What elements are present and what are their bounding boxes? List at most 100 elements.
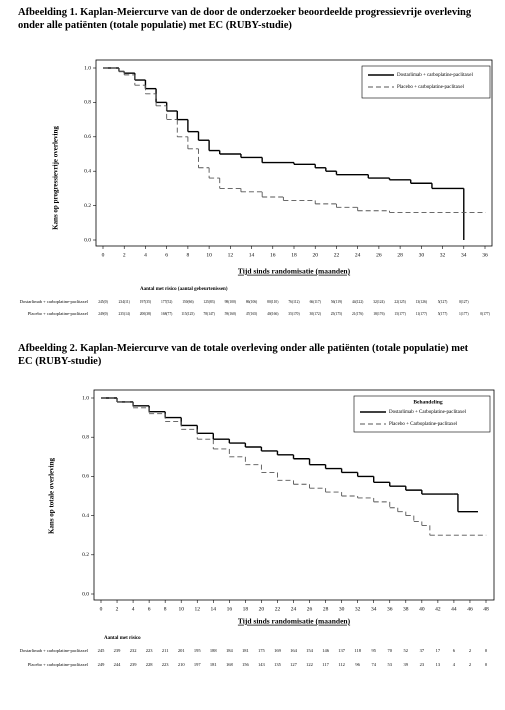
x-tick-label: 22: [275, 606, 281, 612]
x-axis-label: Tijd sinds randomisatie (maanden): [238, 267, 351, 276]
risk-count: 32(124): [373, 300, 385, 304]
x-tick-label: 48: [483, 606, 489, 612]
x-tick-label: 22: [334, 252, 340, 258]
risk-count: 115(125): [181, 312, 195, 316]
risk-count: 169: [274, 648, 282, 653]
risk-count: 17: [436, 648, 441, 653]
risk-count: 21(176): [352, 312, 364, 316]
y-tick-label: 0.8: [82, 434, 89, 440]
x-tick-label: 36: [387, 606, 393, 612]
risk-count: 232: [130, 648, 137, 653]
risk-count: 168(77): [161, 312, 173, 316]
risk-count: 13(126): [416, 300, 428, 304]
risk-count: 22(125): [394, 300, 406, 304]
risk-count: 117: [322, 662, 329, 667]
x-tick-label: 0: [100, 606, 103, 612]
risk-count: 66(117): [310, 300, 322, 304]
figure-caption: Afbeelding 2. Kaplan-Meiercurve van de t…: [18, 343, 469, 367]
risk-count: 2: [469, 648, 471, 653]
x-tick-label: 4: [144, 252, 147, 258]
risk-count: 23: [420, 662, 425, 667]
risk-count: 245(0): [98, 300, 108, 304]
risk-count: 2: [469, 662, 471, 667]
risk-count: 5(177): [438, 312, 448, 316]
x-tick-label: 16: [227, 606, 233, 612]
risk-count: 76(112): [288, 300, 300, 304]
x-tick-label: 8: [187, 252, 190, 258]
x-tick-label: 6: [148, 606, 151, 612]
risk-count: 146: [322, 648, 330, 653]
x-tick-label: 34: [461, 252, 467, 258]
risk-count: 4: [453, 662, 456, 667]
x-tick-label: 26: [376, 252, 382, 258]
risk-row-label: Dostarlimab + carboplatine-paclitaxel: [20, 648, 89, 653]
risk-table-title: Aantal met risico: [104, 636, 141, 641]
risk-count: 11(177): [416, 312, 428, 316]
x-tick-label: 44: [451, 606, 457, 612]
risk-count: 30(172): [310, 312, 322, 316]
risk-count: 228: [146, 662, 154, 667]
x-axis-label: Tijd sinds randomisatie (maanden): [238, 617, 351, 626]
risk-count: 37: [420, 648, 425, 653]
legend-label: Dostarlimab + Carboplatine-paclitaxel: [389, 410, 467, 415]
risk-count: 239: [130, 662, 138, 667]
risk-count: 86(106): [246, 300, 258, 304]
x-tick-label: 4: [132, 606, 135, 612]
risk-count: 13: [436, 662, 441, 667]
risk-row-label: Dostarlimab + carboplatine-paclitaxel: [20, 299, 89, 304]
risk-count: 181: [242, 648, 249, 653]
legend-box: [361, 65, 491, 99]
risk-count: 78(147): [203, 312, 215, 316]
risk-count: 74: [371, 662, 376, 667]
risk-count: 44(122): [352, 300, 364, 304]
legend-title: Behandeling: [413, 399, 443, 405]
risk-count: 118: [354, 648, 361, 653]
x-tick-label: 42: [435, 606, 441, 612]
risk-count: 164: [290, 648, 298, 653]
x-tick-label: 34: [371, 606, 377, 612]
risk-count: 188: [210, 648, 218, 653]
risk-count: 249: [98, 662, 106, 667]
risk-count: 195: [194, 648, 202, 653]
risk-row-label: Placebo + carboplatine-paclitaxel: [28, 311, 89, 316]
risk-table-title: Aantal met risico (aantal gebeurtenissen…: [140, 287, 228, 292]
risk-count: 135: [274, 662, 282, 667]
y-tick-label: 0.0: [84, 237, 91, 243]
x-tick-label: 2: [116, 606, 119, 612]
y-tick-label: 1.0: [84, 65, 91, 71]
x-tick-label: 12: [195, 606, 201, 612]
x-tick-label: 18: [291, 252, 297, 258]
y-axis-label: Kans op totale overleving: [48, 457, 56, 534]
risk-count: 59(160): [225, 312, 237, 316]
x-tick-label: 10: [206, 252, 212, 258]
x-tick-label: 36: [482, 252, 488, 258]
x-tick-label: 12: [228, 252, 234, 258]
y-tick-label: 0.4: [84, 168, 91, 174]
risk-count: 96: [355, 662, 360, 667]
risk-count: 70: [388, 648, 393, 653]
risk-count: 0: [485, 662, 488, 667]
risk-count: 0(177): [480, 312, 490, 316]
y-axis-label: Kans op progressievrije overleving: [52, 126, 60, 230]
risk-count: 249(0): [98, 312, 108, 316]
risk-count: 177(52): [161, 300, 173, 304]
risk-count: 245: [98, 648, 106, 653]
y-tick-label: 0.8: [84, 100, 91, 106]
risk-count: 0: [485, 648, 488, 653]
risk-count: 5(127): [438, 300, 448, 304]
risk-count: 235(14): [119, 312, 131, 316]
risk-count: 234(11): [119, 300, 131, 304]
x-tick-label: 8: [164, 606, 167, 612]
x-tick-label: 40: [419, 606, 425, 612]
x-tick-label: 10: [178, 606, 184, 612]
risk-count: 122: [306, 662, 313, 667]
risk-count: 6: [453, 648, 456, 653]
risk-count: 35(170): [288, 312, 300, 316]
legend-label: Placebo + Carboplatine-paclitaxel: [389, 422, 458, 427]
legend-label: Dostarlimab + carboplatine-paclitaxel: [397, 73, 473, 78]
x-tick-label: 26: [307, 606, 313, 612]
risk-count: 168: [226, 662, 234, 667]
risk-count: 223: [162, 662, 170, 667]
risk-count: 18(176): [373, 312, 385, 316]
x-tick-label: 18: [243, 606, 249, 612]
